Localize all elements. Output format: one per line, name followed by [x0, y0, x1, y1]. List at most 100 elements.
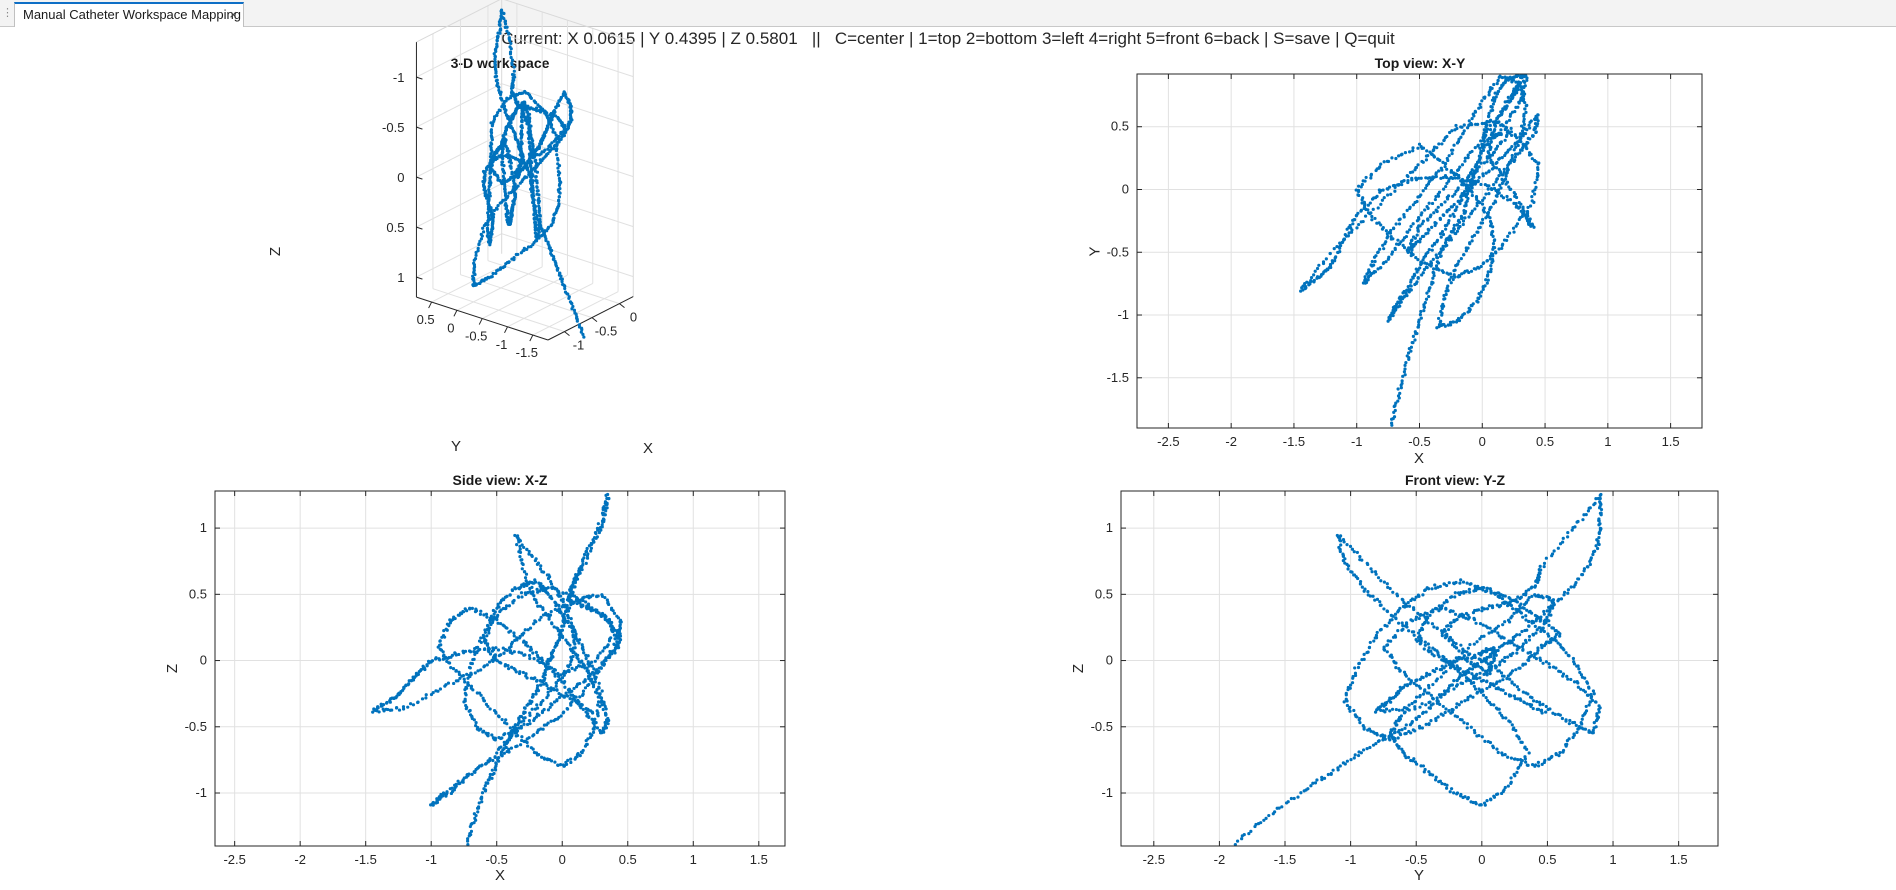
data-point — [569, 757, 573, 761]
data-point — [513, 586, 517, 590]
data-point — [375, 706, 380, 710]
data-point — [611, 630, 615, 634]
data-point — [1345, 759, 1349, 763]
axes-top-view[interactable]: -2.5 -2 -1.5 -1 -0.5 0 0.5 1 1.50.50-0.5-1-1.5 — [1107, 73, 1703, 449]
data-point — [470, 606, 474, 610]
data-point — [549, 759, 554, 763]
data-point — [565, 598, 570, 602]
tab-grip-icon[interactable]: ⋮ — [2, 7, 13, 19]
data-point — [416, 700, 420, 704]
data-point — [495, 78, 499, 82]
data-point — [1443, 200, 1447, 204]
data-point — [1517, 101, 1521, 105]
data-point — [1534, 130, 1538, 135]
data-point — [1459, 195, 1463, 199]
data-point — [440, 635, 444, 639]
data-point — [577, 638, 582, 642]
data-point — [502, 107, 506, 111]
data-point — [527, 552, 531, 556]
data-point — [1381, 243, 1385, 247]
data-point — [1425, 204, 1429, 209]
x-tick-label: -1 — [425, 852, 437, 867]
figure-tab[interactable]: Manual Catheter Workspace Mapping × — [14, 2, 244, 27]
axes-front-view[interactable]: -2.5 -2 -1.5 -1 -0.5 0 0.5 1 1.510.50-0.5-1 — [1091, 490, 1719, 867]
data-point — [1451, 277, 1455, 282]
data-point — [1480, 142, 1484, 146]
data-point — [476, 810, 480, 814]
axis-label-3d-y: Y — [451, 438, 462, 455]
data-point — [473, 652, 477, 656]
data-point — [1396, 394, 1401, 398]
axes-side-view[interactable]: -2.5 -2 -1.5 -1 -0.5 0 0.5 1 1.510.50-0.5-1 — [185, 490, 786, 867]
data-point — [512, 666, 516, 671]
data-point — [1476, 143, 1480, 147]
data-point — [576, 702, 580, 706]
data-point — [597, 530, 601, 535]
data-point — [1411, 203, 1415, 207]
data-point — [531, 692, 535, 697]
data-point — [578, 660, 583, 664]
data-point — [1498, 183, 1502, 187]
data-point — [1490, 98, 1495, 102]
data-point — [442, 653, 446, 657]
data-point — [550, 585, 554, 590]
data-point — [1468, 241, 1472, 245]
data-point — [1593, 549, 1597, 553]
data-point — [1363, 278, 1367, 282]
data-point — [1485, 127, 1490, 131]
data-point — [1484, 171, 1488, 175]
data-point — [554, 133, 558, 137]
data-point — [464, 693, 468, 697]
data-point — [525, 547, 529, 552]
data-point — [1394, 222, 1398, 226]
data-point — [601, 707, 605, 712]
data-point — [532, 152, 536, 156]
z-tick-label: 0 — [397, 170, 404, 185]
y-tick-label: -0.5 — [465, 329, 487, 344]
data-point — [1411, 170, 1415, 174]
data-point — [481, 230, 486, 234]
data-point — [556, 158, 560, 162]
data-point — [1259, 821, 1263, 825]
data-point — [517, 164, 521, 168]
data-point — [1414, 176, 1418, 180]
data-point — [1485, 258, 1489, 263]
data-point — [1242, 833, 1246, 837]
data-point — [1427, 294, 1431, 299]
data-point — [466, 843, 470, 846]
data-point — [1408, 228, 1412, 232]
data-point — [1335, 245, 1339, 249]
data-point — [1535, 178, 1539, 182]
data-point — [554, 604, 558, 608]
close-icon[interactable]: × — [229, 7, 237, 22]
data-point — [589, 677, 594, 681]
data-point — [557, 176, 562, 181]
data-point — [484, 781, 488, 785]
data-point — [1447, 219, 1451, 223]
data-point — [1442, 213, 1446, 217]
data-point — [1299, 289, 1303, 293]
data-point — [1403, 363, 1407, 367]
data-point — [583, 686, 588, 690]
data-point — [586, 683, 590, 688]
data-point — [524, 641, 528, 645]
axes-3d-workspace[interactable]: 10.50-0.5-10.50-0.5-1-1.50-0.5-1 — [382, 0, 637, 360]
data-point — [1447, 154, 1451, 158]
data-point — [1525, 76, 1529, 80]
data-point — [1427, 248, 1431, 252]
x-tick-label: 0 — [1478, 852, 1485, 867]
data-point — [1378, 247, 1382, 251]
data-point — [1480, 202, 1485, 206]
data-point — [1484, 121, 1488, 125]
data-point — [510, 734, 514, 738]
data-point — [1510, 144, 1514, 149]
data-point — [578, 754, 582, 758]
data-point — [522, 570, 527, 574]
data-point — [582, 556, 586, 560]
data-point — [556, 589, 560, 593]
data-point — [431, 803, 435, 807]
data-point — [1512, 148, 1516, 152]
data-point — [553, 259, 557, 264]
data-point — [1437, 252, 1442, 256]
